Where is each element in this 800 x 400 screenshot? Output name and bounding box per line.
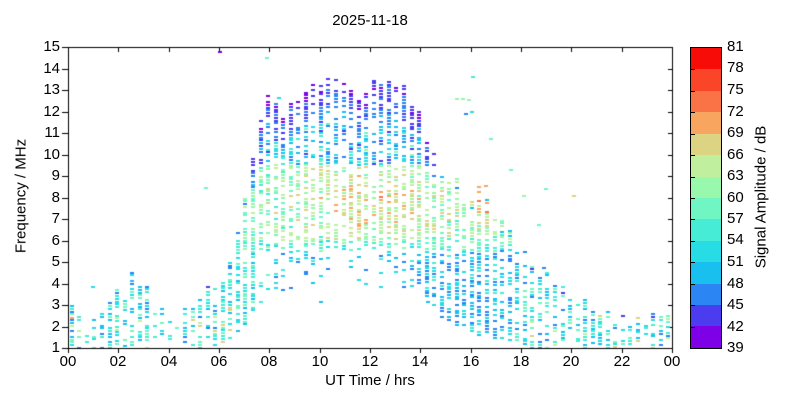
colorbar-segment <box>691 90 721 113</box>
colorbar-segment <box>691 112 721 134</box>
x-tick-label: 18 <box>512 353 530 370</box>
y-tick-label: 10 <box>43 146 60 163</box>
colorbar-tick <box>691 91 695 92</box>
colorbar-segment <box>691 240 721 263</box>
x-tick-label: 16 <box>462 353 480 370</box>
colorbar-tick <box>691 134 695 135</box>
colorbar-tick <box>691 219 695 220</box>
colorbar-tick-label: 54 <box>727 231 744 248</box>
x-tick-label: 22 <box>613 353 631 370</box>
colorbar-tick-label: 81 <box>727 38 744 55</box>
colorbar-tick-label: 78 <box>727 59 744 76</box>
x-tick-label: 00 <box>663 353 681 370</box>
x-tick-label: 12 <box>361 353 379 370</box>
colorbar-tick-label: 48 <box>727 275 744 292</box>
y-tick-label: 7 <box>51 210 60 227</box>
colorbar-tick-label: 51 <box>727 253 744 270</box>
colorbar-segment <box>691 155 721 177</box>
x-tick-label: 00 <box>59 353 77 370</box>
colorbar-tick <box>691 327 695 328</box>
y-axis-label: Frequency / MHz <box>12 138 30 254</box>
colorbar-segment <box>691 197 721 220</box>
colorbar-segment <box>691 326 721 348</box>
colorbar-tick-label: 69 <box>727 124 744 141</box>
y-tick-label: 12 <box>43 103 60 120</box>
colorbar-tick-label: 75 <box>727 81 744 98</box>
y-tick-label: 15 <box>43 38 60 55</box>
colorbar-tick <box>691 177 695 178</box>
y-tick-label: 3 <box>51 296 60 313</box>
colorbar-tick-label: 72 <box>727 103 744 120</box>
x-tick-label: 10 <box>311 353 329 370</box>
colorbar <box>690 47 722 349</box>
y-tick-label: 4 <box>51 275 60 292</box>
y-tick-label: 6 <box>51 232 60 249</box>
x-axis-label: UT Time / hrs <box>325 372 415 389</box>
y-tick-label: 9 <box>51 167 60 184</box>
colorbar-tick <box>691 198 695 199</box>
x-tick-label: 14 <box>411 353 429 370</box>
x-tick-label: 08 <box>260 353 278 370</box>
y-tick-label: 1 <box>51 339 60 356</box>
y-tick-label: 8 <box>51 189 60 206</box>
colorbar-tick <box>691 262 695 263</box>
colorbar-tick-label: 42 <box>727 318 744 335</box>
colorbar-label: Signal Amplitude / dB <box>752 125 770 269</box>
colorbar-tick-label: 66 <box>727 146 744 163</box>
colorbar-segment <box>691 283 721 306</box>
colorbar-tick-label: 60 <box>727 189 744 206</box>
x-tick-label: 06 <box>210 353 228 370</box>
chart-title: 2025-11-18 <box>332 12 408 29</box>
y-tick-label: 13 <box>43 81 60 98</box>
x-tick-label: 20 <box>562 353 580 370</box>
colorbar-segment <box>691 69 721 91</box>
colorbar-tick-label: 45 <box>727 296 744 313</box>
colorbar-segment <box>691 48 721 70</box>
colorbar-tick <box>691 112 695 113</box>
colorbar-segment <box>691 262 721 284</box>
colorbar-segment <box>691 133 721 156</box>
x-tick-label: 04 <box>160 353 178 370</box>
colorbar-tick <box>691 284 695 285</box>
colorbar-segment <box>691 305 721 327</box>
y-tick-label: 2 <box>51 318 60 335</box>
colorbar-tick <box>691 241 695 242</box>
colorbar-tick <box>691 305 695 306</box>
colorbar-tick-label: 57 <box>727 210 744 227</box>
colorbar-segment <box>691 219 721 241</box>
colorbar-tick-label: 39 <box>727 339 744 356</box>
y-tick-label: 11 <box>44 124 60 141</box>
y-tick-label: 14 <box>43 60 60 77</box>
colorbar-tick-label: 63 <box>727 167 744 184</box>
y-tick-label: 5 <box>51 253 60 270</box>
colorbar-tick <box>691 155 695 156</box>
colorbar-segment <box>691 176 721 198</box>
colorbar-tick <box>691 69 695 70</box>
x-tick-label: 02 <box>109 353 127 370</box>
